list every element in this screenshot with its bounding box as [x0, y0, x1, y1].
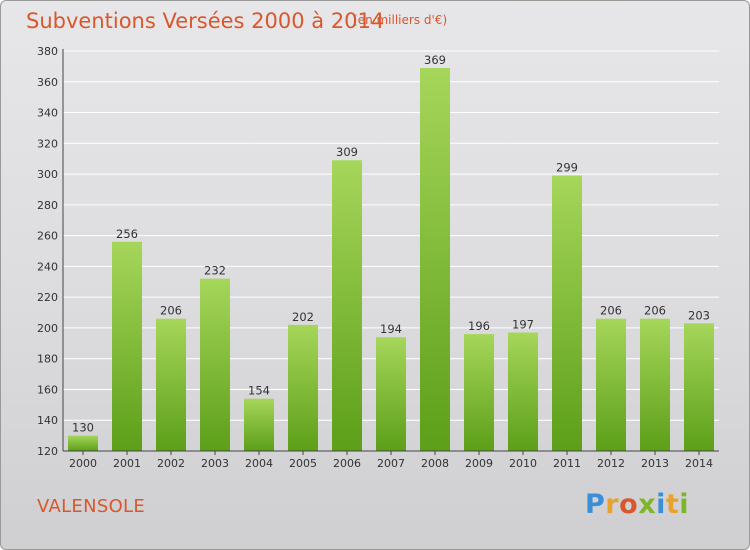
logo-letter: x: [638, 489, 657, 520]
x-tick-label: 2012: [597, 457, 625, 470]
y-tick-label: 160: [37, 383, 58, 396]
bar: [156, 318, 186, 451]
place-name: VALENSOLE: [37, 496, 146, 517]
data-label: 202: [292, 310, 314, 324]
data-label: 299: [556, 161, 578, 175]
y-tick-label: 120: [37, 445, 58, 458]
bar: [464, 334, 494, 451]
data-label: 206: [644, 304, 666, 318]
y-tick-label: 280: [37, 199, 58, 212]
x-tick-label: 2004: [245, 457, 273, 470]
bar: [508, 332, 538, 451]
logo-letter: i: [656, 489, 666, 520]
data-label: 154: [248, 384, 270, 398]
y-tick-label: 340: [37, 107, 58, 120]
bar: [640, 318, 670, 451]
bar: [420, 67, 450, 451]
bar: [596, 318, 626, 451]
x-tick-label: 2010: [509, 457, 537, 470]
bar: [68, 435, 98, 451]
x-tick-label: 2013: [641, 457, 669, 470]
y-tick-label: 320: [37, 137, 58, 150]
y-tick-label: 260: [37, 230, 58, 243]
data-label: 197: [512, 318, 534, 332]
bar: [332, 160, 362, 451]
y-tick-label: 180: [37, 353, 58, 366]
logo-letter: P: [585, 489, 606, 520]
x-tick-label: 2003: [201, 457, 229, 470]
x-tick-label: 2002: [157, 457, 185, 470]
bar: [244, 398, 274, 451]
logo-letter: r: [605, 489, 620, 520]
x-axis-labels: 2000 2001 2002 2003 2004 2005 2006 2007 2008 2009…: [69, 457, 713, 470]
y-tick-label: 380: [37, 45, 58, 58]
x-tick-label: 2007: [377, 457, 405, 470]
bar: [200, 278, 230, 451]
y-tick-label: 220: [37, 291, 58, 304]
data-label: 203: [688, 308, 710, 322]
bar: [684, 323, 714, 451]
y-tick-label: 300: [37, 168, 58, 181]
x-tick-label: 2011: [553, 457, 581, 470]
data-label: 196: [468, 319, 490, 333]
axes: [62, 49, 719, 455]
x-tick-label: 2009: [465, 457, 493, 470]
logo-letter: t: [665, 489, 680, 520]
y-tick-label: 240: [37, 260, 58, 273]
x-tick-label: 2014: [685, 457, 713, 470]
data-label: 206: [600, 304, 622, 318]
proxiti-logo[interactable]: Proxiti: [585, 489, 689, 520]
chart-subtitle: (en milliers d'€): [353, 13, 448, 27]
data-label: 256: [116, 227, 138, 241]
logo-letter: o: [619, 489, 639, 520]
x-tick-label: 2005: [289, 457, 317, 470]
bar: [288, 324, 318, 451]
x-tick-label: 2001: [113, 457, 141, 470]
y-tick-label: 140: [37, 414, 58, 427]
data-label: 369: [424, 53, 446, 67]
y-tick-label: 360: [37, 76, 58, 89]
bar: [552, 175, 582, 451]
y-tick-label: 200: [37, 322, 58, 335]
bar: [112, 241, 142, 451]
data-label: 194: [380, 322, 402, 336]
data-labels: 130 256 206 232 154 202 309 194 369 196 197 299 206 2…: [72, 53, 710, 435]
data-label: 309: [336, 145, 358, 159]
x-tick-label: 2008: [421, 457, 449, 470]
x-tick-label: 2006: [333, 457, 361, 470]
data-label: 232: [204, 264, 226, 278]
bars: [68, 67, 714, 451]
bar: [376, 337, 406, 451]
chart-title: Subventions Versées 2000 à 2014: [26, 9, 385, 33]
y-axis-labels: 120 140 160 180 200 220 240 260 280 300 320 340 360 3…: [37, 45, 58, 458]
data-label: 206: [160, 304, 182, 318]
x-tick-label: 2000: [69, 457, 97, 470]
logo-letter: i: [679, 489, 690, 520]
data-label: 130: [72, 421, 94, 435]
